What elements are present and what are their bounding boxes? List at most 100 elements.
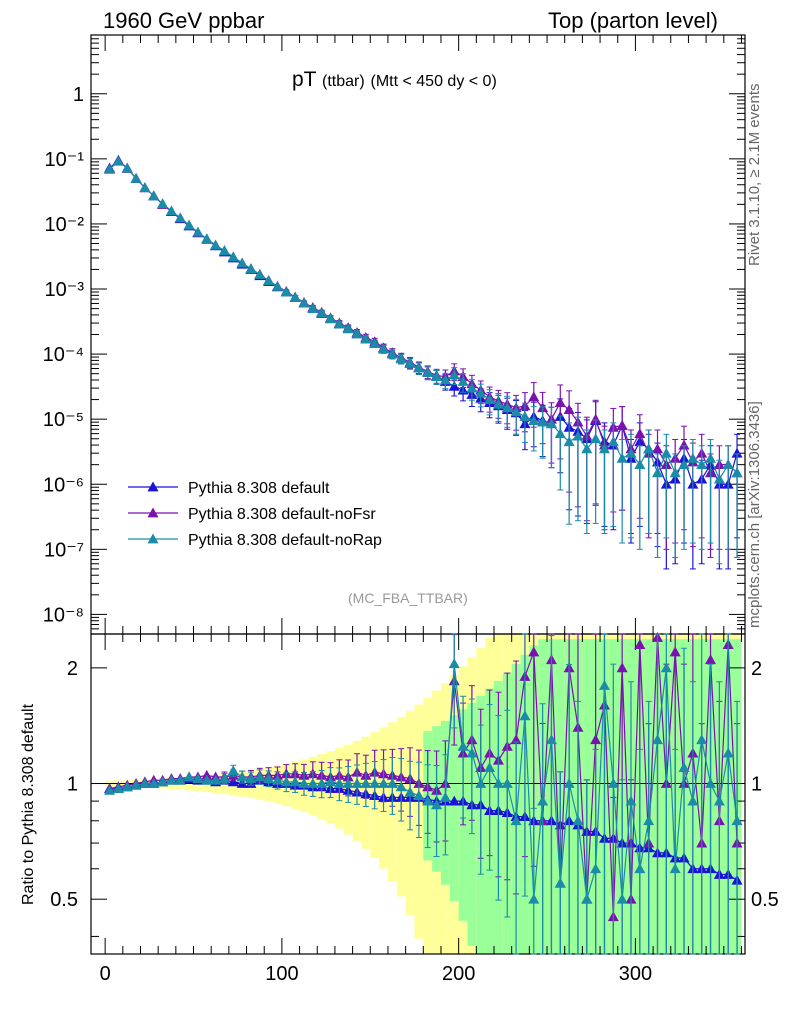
main-marker-norap bbox=[722, 459, 734, 470]
main-marker-norap bbox=[227, 251, 239, 262]
main-marker-norap bbox=[510, 406, 522, 417]
main-marker-norap bbox=[201, 233, 213, 244]
main-y-tick-label: 1 bbox=[73, 84, 84, 106]
main-marker-norap bbox=[351, 328, 363, 339]
main-marker-norap bbox=[581, 443, 593, 454]
main-marker-norap bbox=[501, 402, 513, 413]
ratio-y-axis-label: Ratio to Pythia 8.308 default bbox=[20, 703, 37, 905]
ratio-marker-norap bbox=[457, 740, 469, 751]
main-marker-norap bbox=[466, 382, 478, 393]
ratio-marker-norap bbox=[634, 863, 646, 874]
main-marker-norap bbox=[165, 205, 177, 216]
main-marker-norap bbox=[643, 443, 655, 454]
ratio-marker-norap bbox=[263, 773, 275, 783]
ratio-marker-norap bbox=[333, 778, 345, 788]
main-marker-norap bbox=[669, 467, 681, 478]
ratio-marker-norap bbox=[104, 784, 116, 795]
main-marker-norap bbox=[528, 415, 540, 426]
main-marker-nofsr bbox=[634, 428, 646, 439]
main-marker-norap bbox=[289, 292, 301, 302]
ratio-marker-norap bbox=[245, 773, 257, 783]
ratio-marker-norap bbox=[148, 778, 160, 788]
ratio-marker-norap bbox=[404, 786, 416, 797]
ratio-marker-norap bbox=[696, 734, 708, 745]
main-marker-norap bbox=[705, 452, 717, 463]
ratio-marker-norap bbox=[280, 776, 292, 787]
ratio-y-tick-label-left: 0.5 bbox=[50, 889, 78, 911]
main-marker-norap bbox=[422, 367, 434, 377]
main-marker-norap bbox=[316, 307, 328, 318]
ratio-marker-norap bbox=[616, 893, 628, 904]
main-marker-norap bbox=[280, 286, 292, 297]
main-marker-nofsr bbox=[616, 419, 628, 430]
plot-title: pT (ttbar) (Mtt < 450 dy < 0) bbox=[292, 68, 497, 92]
ratio-marker-norap bbox=[386, 778, 398, 788]
ratio-marker-norap bbox=[678, 762, 690, 773]
ratio-marker-norap bbox=[448, 658, 460, 669]
main-marker-norap bbox=[590, 433, 602, 444]
plot-title-cut: (Mtt < 450 dy < 0) bbox=[370, 73, 497, 90]
main-marker-nofsr bbox=[678, 439, 690, 450]
main-marker-norap bbox=[598, 443, 610, 454]
main-marker-norap bbox=[572, 430, 584, 441]
main-marker-norap bbox=[448, 369, 460, 380]
ratio-marker-default bbox=[448, 795, 460, 806]
ratio-marker-norap bbox=[466, 747, 478, 758]
ratio-marker-norap bbox=[210, 774, 222, 785]
main-marker-norap bbox=[554, 428, 566, 439]
x-tick-label: 200 bbox=[442, 963, 475, 985]
ratio-marker-norap bbox=[528, 893, 540, 904]
ratio-y-tick-label-right: 2 bbox=[751, 658, 762, 680]
main-marker-norap bbox=[395, 353, 407, 364]
plot-title-main: pT bbox=[292, 68, 317, 91]
ratio-plot-frame bbox=[90, 633, 746, 955]
ratio-marker-norap bbox=[705, 778, 717, 788]
main-marker-norap bbox=[537, 416, 549, 427]
main-y-tick-label: 10⁻³ bbox=[45, 279, 85, 301]
ratio-marker-norap bbox=[590, 863, 602, 874]
ratio-marker-nofsr bbox=[590, 734, 602, 745]
header-left: 1960 GeV ppbar bbox=[103, 8, 265, 33]
ratio-marker-norap bbox=[227, 765, 239, 776]
main-marker-default bbox=[731, 447, 743, 458]
main-y-tick-label: 10⁻⁵ bbox=[43, 409, 84, 431]
main-line-norap bbox=[109, 160, 738, 481]
ratio-marker-norap bbox=[342, 778, 354, 788]
main-marker-default bbox=[448, 380, 460, 391]
main-series-nofsr bbox=[104, 155, 743, 558]
ratio-marker-norap bbox=[325, 776, 337, 787]
x-tick-label: 100 bbox=[265, 963, 298, 985]
main-marker-norap bbox=[130, 172, 142, 183]
ratio-y-tick-label-right: 1 bbox=[751, 774, 762, 796]
ratio-marker-norap bbox=[422, 795, 434, 806]
main-marker-norap bbox=[121, 162, 133, 173]
ratio-marker-norap bbox=[660, 662, 672, 673]
ratio-marker-norap bbox=[581, 893, 593, 904]
ratio-marker-norap bbox=[192, 773, 204, 783]
ratio-marker-norap bbox=[236, 771, 248, 782]
main-marker-norap bbox=[713, 473, 725, 484]
ratio-marker-norap bbox=[271, 774, 283, 785]
ratio-marker-norap bbox=[537, 795, 549, 806]
ratio-marker-norap bbox=[731, 815, 743, 826]
main-y-ticks bbox=[91, 34, 745, 635]
main-y-tick-labels: 10⁻⁸ 10⁻⁷ 10⁻⁶ 10⁻⁵ 10⁻⁴ 10⁻³ 10⁻² 10⁻¹ 1 bbox=[43, 84, 85, 627]
main-marker-norap bbox=[563, 436, 575, 447]
ratio-marker-norap bbox=[439, 791, 451, 802]
main-marker-norap bbox=[325, 313, 337, 324]
legend-label: Pythia 8.308 default bbox=[188, 480, 330, 497]
ratio-marker-norap bbox=[254, 771, 266, 782]
main-marker-nofsr bbox=[652, 443, 664, 454]
x-tick-label: 0 bbox=[100, 963, 111, 985]
main-marker-norap bbox=[545, 418, 557, 429]
main-marker-nofsr bbox=[590, 413, 602, 424]
main-series-norap bbox=[104, 155, 743, 565]
ratio-marker-norap bbox=[722, 747, 734, 758]
ratio-marker-nofsr bbox=[669, 646, 681, 657]
main-marker-norap bbox=[652, 467, 664, 478]
main-marker-norap bbox=[625, 447, 637, 458]
ratio-marker-norap bbox=[431, 799, 443, 810]
legend-marker bbox=[147, 507, 159, 518]
main-marker-norap bbox=[660, 447, 672, 458]
ratio-marker-norap bbox=[625, 795, 637, 806]
